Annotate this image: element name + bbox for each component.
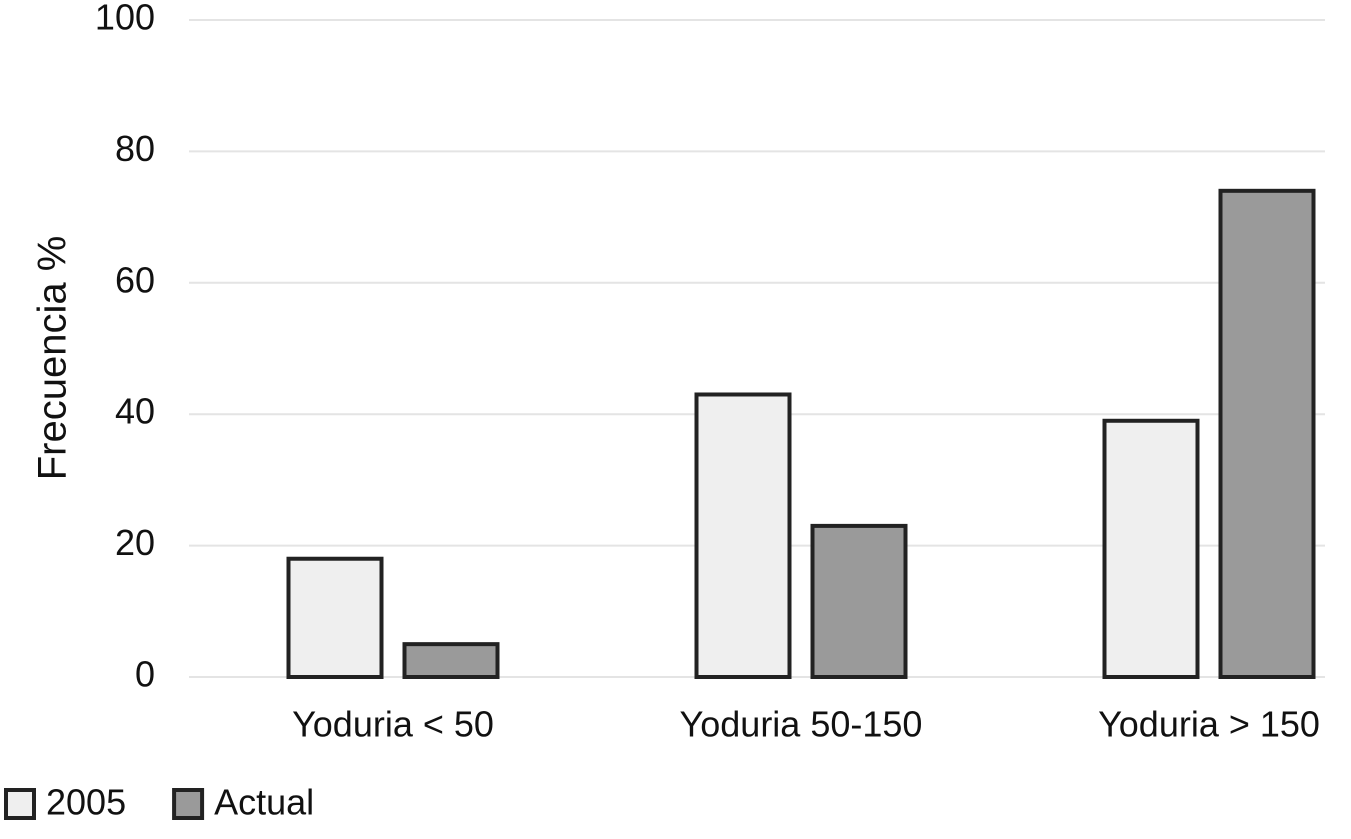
bar <box>1218 188 1316 679</box>
y-tick-label: 100 <box>95 0 155 38</box>
x-tick-label: Yoduria > 150 <box>1098 704 1320 745</box>
y-tick-label: 20 <box>115 522 155 563</box>
y-tick-label: 40 <box>115 391 155 432</box>
y-axis-label: Frecuencia % <box>31 236 75 481</box>
y-tick-label: 80 <box>115 128 155 169</box>
bar <box>1102 418 1200 679</box>
legend-label: Actual <box>214 782 314 823</box>
y-tick-label: 60 <box>115 259 155 300</box>
bar <box>810 523 908 680</box>
legend-swatch <box>4 788 36 820</box>
bar <box>286 556 384 679</box>
x-tick-label: Yoduria 50-150 <box>680 704 923 745</box>
legend-swatch <box>172 788 205 820</box>
legend-label: 2005 <box>46 782 126 823</box>
bar <box>402 642 500 680</box>
bar <box>694 392 792 679</box>
y-tick-label: 0 <box>135 654 155 695</box>
x-tick-label: Yoduria < 50 <box>292 704 494 745</box>
